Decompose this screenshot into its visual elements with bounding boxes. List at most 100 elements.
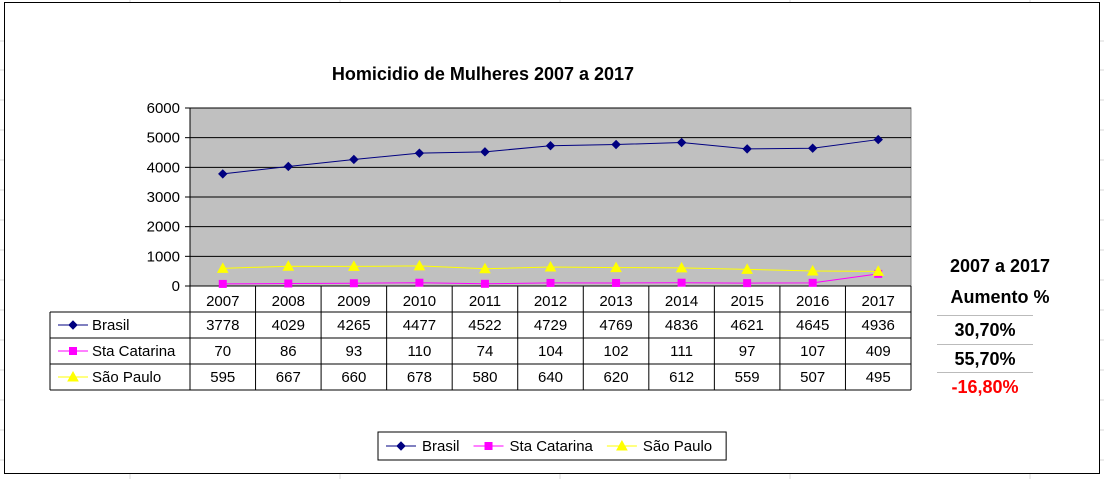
table-cell-brasil: 4836 [665, 317, 698, 334]
x-tick-label: 2008 [272, 293, 305, 310]
y-tick-label: 3000 [147, 189, 180, 206]
table-cell-brasil: 4729 [534, 317, 567, 334]
x-tick-label: 2012 [534, 293, 567, 310]
table-cell-brasil: 4645 [796, 317, 829, 334]
table-legend-marker-brasil [68, 320, 78, 330]
point-sta-catarina [677, 278, 686, 287]
stats-period: 2007 a 2017 [949, 256, 1051, 276]
table-cell-sta-catarina: 74 [477, 343, 494, 360]
table-cell-sao-paulo: 507 [800, 369, 825, 386]
point-sta-catarina [808, 278, 817, 287]
table-cell-sao-paulo: 660 [341, 369, 366, 386]
legend-marker-sao-paulo [616, 439, 628, 451]
table-cell-sao-paulo: 678 [407, 369, 432, 386]
table-cell-sta-catarina: 70 [214, 343, 231, 360]
point-sao-paulo [216, 262, 229, 273]
point-sao-paulo [479, 262, 491, 274]
point-sao-paulo [348, 260, 360, 271]
point-sao-paulo [413, 259, 426, 271]
table-legend-marker-sao-paulo [67, 370, 79, 382]
point-sta-catarina [349, 279, 358, 288]
table-cell-sta-catarina: 86 [280, 343, 297, 360]
point-brasil [414, 148, 425, 158]
legend-marker-brasil [396, 441, 406, 451]
table-series-label-brasil: Brasil [92, 317, 130, 334]
legend-label-sao-paulo: São Paulo [643, 438, 712, 455]
point-sao-paulo [610, 261, 622, 273]
y-tick-label: 6000 [147, 100, 180, 117]
x-tick-label: 2010 [403, 293, 436, 310]
point-sao-paulo [741, 263, 753, 274]
x-tick-label: 2009 [337, 293, 370, 310]
point-brasil [480, 147, 490, 157]
legend-box [377, 431, 727, 461]
point-brasil [676, 137, 687, 148]
y-tick-label: 2000 [147, 219, 180, 236]
point-sao-paulo [872, 265, 885, 276]
table-cell-sta-catarina: 102 [604, 343, 629, 360]
table-cell-sta-catarina: 93 [346, 343, 363, 360]
table-cell-sao-paulo: 559 [735, 369, 760, 386]
x-tick-label: 2015 [730, 293, 763, 310]
point-sao-paulo [544, 260, 557, 272]
x-tick-label: 2016 [796, 293, 829, 310]
table-cell-brasil: 4477 [403, 317, 436, 334]
table-cell-brasil: 4029 [272, 317, 305, 334]
stats-heading: Aumento % [950, 287, 1050, 307]
point-sta-catarina [415, 278, 424, 287]
point-brasil [873, 134, 883, 145]
table-cell-brasil: 4621 [730, 317, 763, 334]
point-sta-catarina [546, 278, 555, 287]
table-cell-sta-catarina: 104 [538, 343, 563, 360]
point-brasil [742, 144, 752, 154]
table-cell-sao-paulo: 612 [669, 369, 694, 386]
table-cell-sao-paulo: 595 [210, 369, 235, 386]
y-tick-label: 1000 [147, 248, 180, 265]
legend-marker-sta-catarina [484, 442, 493, 450]
point-sta-catarina [612, 278, 621, 287]
table-cell-brasil: 4522 [468, 317, 501, 334]
x-tick-label: 2014 [665, 293, 698, 310]
y-tick-label: 4000 [147, 159, 180, 176]
point-sao-paulo [675, 261, 688, 273]
point-brasil [349, 154, 359, 165]
point-sta-catarina [284, 279, 293, 288]
legend-label-brasil: Brasil [422, 438, 460, 455]
table-cell-sao-paulo: 495 [866, 369, 891, 386]
point-sao-paulo [806, 264, 819, 276]
table-cell-sao-paulo: 640 [538, 369, 563, 386]
chart-title: Homicidio de Mulheres 2007 a 2017 [331, 64, 635, 84]
x-tick-label: 2007 [206, 293, 239, 310]
table-cell-sta-catarina: 111 [670, 343, 693, 360]
table-cell-sao-paulo: 580 [472, 369, 497, 386]
point-sta-catarina [480, 279, 489, 288]
table-cell-brasil: 4936 [862, 317, 895, 334]
table-cell-brasil: 4769 [599, 317, 632, 334]
x-tick-label: 2011 [469, 293, 501, 310]
point-brasil [283, 161, 294, 172]
table-cell-sta-catarina: 409 [866, 343, 891, 360]
stat-sta-catarina: 55,70% [937, 344, 1033, 373]
table-cell-sta-catarina: 97 [739, 343, 756, 360]
table-legend-marker-sta-catarina [69, 347, 77, 355]
table-cell-sta-catarina: 110 [407, 343, 431, 360]
table-series-label-sao-paulo: São Paulo [92, 369, 161, 386]
stat-brasil: 30,70% [937, 315, 1033, 344]
point-sta-catarina [218, 279, 227, 288]
table-cell-sao-paulo: 620 [604, 369, 629, 386]
point-brasil [611, 139, 621, 150]
point-sao-paulo [282, 260, 295, 271]
point-brasil [218, 169, 228, 179]
x-tick-label: 2017 [862, 293, 895, 310]
point-brasil [807, 143, 818, 153]
stat-sao-paulo: -16,80% [937, 372, 1033, 401]
legend-label-sta-catarina: Sta Catarina [510, 438, 594, 455]
table-cell-brasil: 3778 [206, 317, 239, 334]
table-cell-sao-paulo: 667 [276, 369, 301, 386]
x-tick-label: 2013 [599, 293, 632, 310]
table-series-label-sta-catarina: Sta Catarina [92, 343, 176, 360]
table-cell-sta-catarina: 107 [800, 343, 825, 360]
point-sta-catarina [743, 279, 752, 288]
y-tick-label: 5000 [147, 130, 180, 147]
